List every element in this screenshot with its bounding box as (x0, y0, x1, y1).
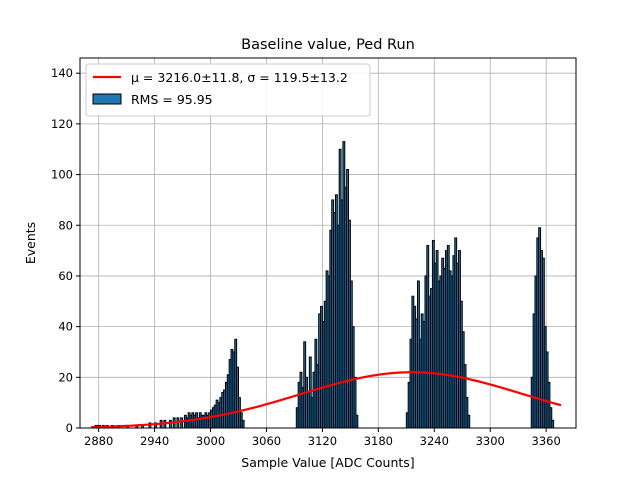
histogram-bar (241, 419, 245, 429)
histogram-bars (94, 141, 555, 429)
y-axis-ticks: 0 20 40 60 80 100 120 140 (51, 66, 80, 435)
x-tick-label: 3000 (196, 434, 225, 448)
legend-fit-label: μ = 3216.0±11.8, σ = 119.5±13.2 (131, 70, 348, 85)
x-axis-ticks: 2880 2940 3000 3060 3120 3180 3240 3300 3360 (84, 428, 561, 448)
y-tick-label: 100 (51, 168, 73, 182)
histogram-bar (551, 419, 555, 429)
x-tick-label: 3360 (532, 434, 561, 448)
legend-hist-label: RMS = 95.95 (131, 92, 213, 107)
y-tick-label: 0 (66, 421, 73, 435)
legend-hist-swatch (92, 93, 122, 105)
histogram-bar (467, 414, 471, 429)
y-tick-label: 20 (58, 370, 73, 384)
y-tick-label: 40 (58, 320, 73, 334)
y-axis-label: Events (23, 222, 38, 264)
chart-title: Baseline value, Ped Run (241, 37, 415, 53)
legend-box (85, 63, 371, 117)
plot-frame (79, 57, 577, 429)
histogram-bar (355, 414, 359, 429)
y-tick-label: 140 (51, 66, 73, 80)
fit-curve (91, 371, 562, 429)
x-tick-label: 3180 (364, 434, 393, 448)
y-tick-label: 60 (58, 269, 73, 283)
legend-fit-mu: μ = 3216.0±11.8, (131, 70, 247, 85)
y-tick-label: 120 (51, 117, 73, 131)
y-tick-label: 80 (58, 218, 73, 232)
legend-fit-sigma: σ = 119.5±13.2 (247, 70, 347, 85)
x-tick-label: 3300 (476, 434, 505, 448)
x-axis-label: Sample Value [ADC Counts] (241, 455, 414, 470)
x-tick-label: 2940 (140, 434, 169, 448)
histogram-bar (180, 417, 184, 429)
x-tick-label: 3120 (308, 434, 337, 448)
legend: μ = 3216.0±11.8, σ = 119.5±13.2 RMS = 95… (85, 63, 371, 117)
x-tick-label: 2880 (84, 434, 113, 448)
x-tick-label: 3240 (420, 434, 449, 448)
x-tick-label: 3060 (252, 434, 281, 448)
